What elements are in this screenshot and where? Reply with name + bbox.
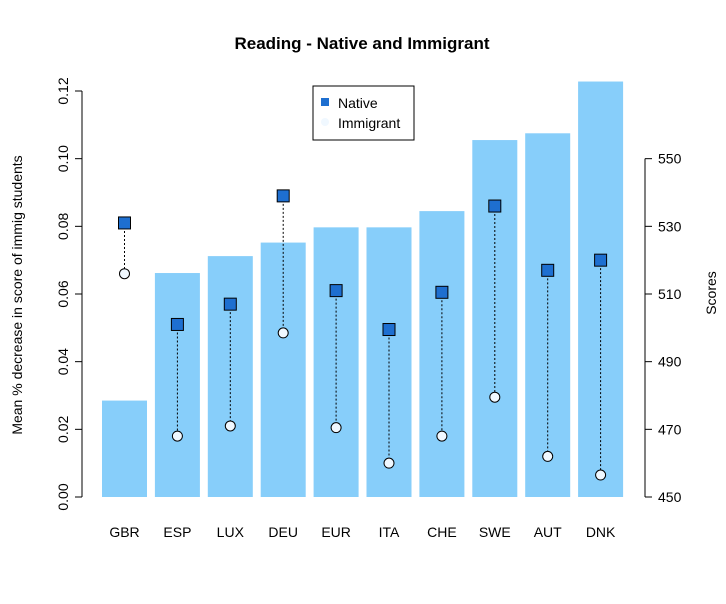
x-tick-label-swe: SWE — [479, 524, 511, 540]
native-point-gbr — [118, 216, 131, 230]
right-axis: 450 470 490 510 530 550 — [644, 151, 682, 505]
right-tick-label: 470 — [658, 421, 682, 437]
bar-eur — [313, 227, 359, 497]
immigrant-point-lux — [224, 420, 236, 432]
legend-immigrant-label: Immigrant — [338, 115, 400, 131]
x-axis-labels: GBR ESP LUX DEU EUR ITA CHE SWE AUT DNK — [109, 524, 616, 540]
legend-box — [312, 85, 415, 141]
immigrant-point-gbr — [119, 268, 130, 280]
native-point-esp — [170, 317, 184, 331]
native-point-dnk — [594, 253, 608, 267]
native-point-che — [435, 285, 449, 299]
x-tick-label-dnk: DNK — [586, 524, 616, 540]
left-tick-label: 0.02 — [55, 415, 71, 442]
native-point-swe — [488, 199, 502, 213]
point-layer — [118, 189, 608, 481]
x-tick-label-esp: ESP — [163, 524, 191, 540]
legend-immigrant-marker — [321, 118, 329, 126]
right-axis-label: Scores — [703, 271, 719, 315]
connector-layer — [124, 195, 602, 476]
native-point-ita — [382, 323, 396, 337]
immigrant-point-eur — [330, 422, 342, 434]
left-axis: 0.00 0.02 0.04 0.06 0.08 0.10 0.12 — [55, 77, 83, 511]
x-tick-label-lux: LUX — [217, 524, 245, 540]
left-tick-label: 0.00 — [55, 483, 71, 510]
x-tick-label-deu: DEU — [268, 524, 298, 540]
x-tick-label-aut: AUT — [534, 524, 562, 540]
x-tick-label-ita: ITA — [379, 524, 400, 540]
native-point-lux — [223, 297, 237, 311]
immigrant-point-aut — [542, 450, 554, 462]
native-point-aut — [541, 263, 555, 277]
immigrant-point-dnk — [595, 469, 607, 481]
left-tick-label: 0.06 — [55, 280, 71, 307]
chart-title: Reading - Native and Immigrant — [234, 34, 489, 53]
legend: Native Immigrant — [312, 85, 415, 141]
right-tick-label: 510 — [658, 286, 682, 302]
left-tick-label: 0.10 — [55, 145, 71, 172]
x-tick-label-gbr: GBR — [109, 524, 139, 540]
right-tick-label: 530 — [658, 218, 682, 234]
legend-native-label: Native — [338, 95, 378, 111]
right-tick-label: 550 — [658, 151, 682, 167]
right-tick-label: 450 — [658, 489, 682, 505]
left-tick-label: 0.04 — [55, 348, 71, 375]
immigrant-point-swe — [489, 391, 501, 403]
bar-gbr — [102, 400, 147, 497]
immigrant-point-che — [436, 430, 448, 442]
left-tick-label: 0.08 — [55, 212, 71, 239]
native-point-deu — [276, 189, 290, 203]
right-tick-label: 490 — [658, 354, 682, 370]
x-tick-label-eur: EUR — [321, 524, 351, 540]
immigrant-point-esp — [171, 430, 183, 442]
immigrant-point-ita — [383, 457, 395, 469]
bar-layer — [102, 81, 624, 497]
immigrant-point-deu — [277, 327, 289, 339]
legend-native-marker — [321, 98, 329, 106]
native-point-eur — [329, 284, 343, 298]
left-axis-label: Mean % decrease in score of immig studen… — [9, 155, 25, 434]
left-tick-label: 0.12 — [55, 77, 71, 104]
x-tick-label-che: CHE — [427, 524, 457, 540]
